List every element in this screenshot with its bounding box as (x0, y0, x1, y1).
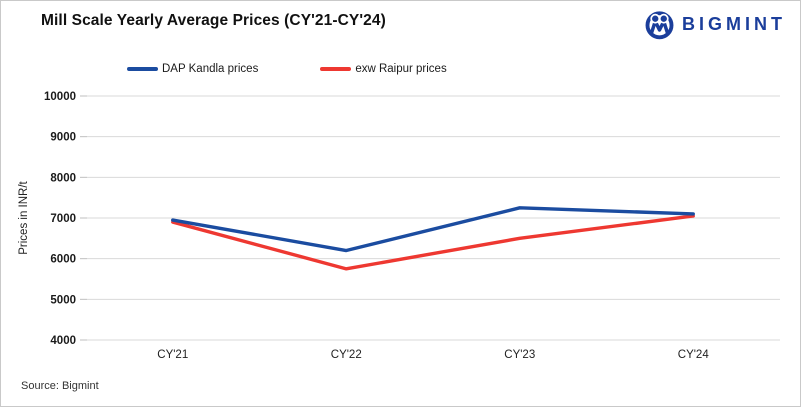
x-tick-label: CY'22 (331, 349, 362, 361)
line-chart: 10000 9000 8000 7000 6000 5000 4000 Prices in I… (18, 91, 780, 361)
legend-label: exw Raipur prices (355, 63, 447, 75)
chart-legend: DAP Kandla prices exw Raipur prices (127, 63, 447, 75)
page-title: Mill Scale Yearly Average Prices (CY'21-… (41, 12, 386, 29)
y-tick-label: 9000 (50, 132, 76, 144)
series-line (171, 206, 695, 253)
y-tick-label: 5000 (50, 294, 76, 306)
bigmint-logo-icon (644, 9, 675, 40)
legend-label: DAP Kandla prices (162, 63, 259, 75)
legend-item: DAP Kandla prices (127, 63, 258, 75)
bigmint-logo: BIGMINT (644, 9, 786, 40)
legend-swatch (127, 67, 158, 71)
legend-swatch (320, 67, 352, 71)
y-tick-label: 4000 (50, 335, 76, 347)
series-line (171, 214, 695, 271)
y-tick-label: 8000 (50, 172, 76, 184)
x-tick-label: CY'24 (678, 349, 710, 361)
y-tick-label: 7000 (50, 213, 76, 225)
y-axis-title: Prices in INR/t (18, 180, 30, 254)
y-tick-label: 6000 (50, 254, 76, 266)
bigmint-logo-text: BIGMINT (682, 14, 786, 34)
x-tick-label: CY'23 (504, 349, 535, 361)
source-note: Source: Bigmint (21, 380, 99, 392)
chart-plot-area: 10000 9000 8000 7000 6000 5000 4000 Prices in I… (1, 86, 800, 378)
y-tick-label: 10000 (44, 91, 76, 103)
legend-item: exw Raipur prices (320, 63, 447, 75)
x-tick-label: CY'21 (157, 349, 188, 361)
